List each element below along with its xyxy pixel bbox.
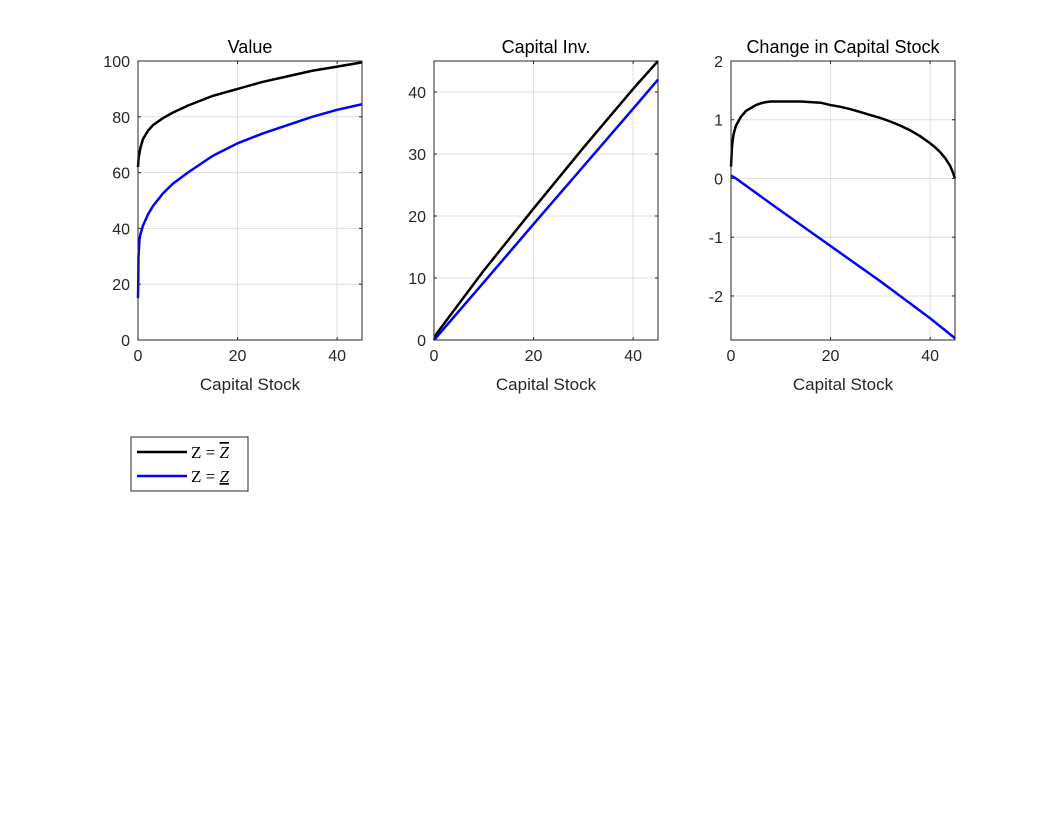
y-tick-label: 2 bbox=[714, 54, 723, 71]
y-tick-label: 1 bbox=[714, 113, 723, 130]
x-tick-label: 40 bbox=[624, 348, 642, 365]
y-tick-label: 0 bbox=[417, 333, 426, 350]
legend-label-high: Z = Z bbox=[191, 443, 229, 462]
subplot-title: Change in Capital Stock bbox=[746, 37, 940, 57]
y-tick-label: -2 bbox=[709, 289, 723, 306]
axes-box bbox=[137, 60, 363, 341]
y-tick-label: 40 bbox=[408, 85, 426, 102]
axes-box bbox=[730, 60, 956, 341]
subplot-2: 0 20 40 0 10 20 30 40 Capital Inv. Capital Stock bbox=[408, 37, 659, 394]
y-tick-label: 0 bbox=[121, 333, 130, 350]
y-tick-label: 60 bbox=[112, 166, 130, 183]
y-tick-label: 80 bbox=[112, 110, 130, 127]
y-tick-label: 10 bbox=[408, 271, 426, 288]
x-tick-label: 20 bbox=[525, 348, 543, 365]
series-line-high bbox=[432, 60, 659, 341]
x-tick-label: 20 bbox=[229, 348, 247, 365]
x-axis-label: Capital Stock bbox=[496, 375, 597, 394]
y-tick-label: -1 bbox=[709, 230, 723, 247]
y-tick-label: 20 bbox=[408, 209, 426, 226]
series-line-low bbox=[136, 103, 363, 299]
series-line-low bbox=[730, 174, 956, 340]
series-line-high bbox=[729, 100, 957, 179]
axes-box bbox=[433, 60, 659, 341]
y-tick-label: 30 bbox=[408, 147, 426, 164]
subplot-3: 0 20 40 -2 -1 0 1 2 Change in Capital Stock Capit… bbox=[709, 37, 957, 394]
series-line-low bbox=[433, 78, 659, 341]
y-tick-label: 0 bbox=[714, 171, 723, 188]
y-tick-label: 40 bbox=[112, 221, 130, 238]
subplot-title: Value bbox=[228, 37, 273, 57]
x-tick-label: 40 bbox=[921, 348, 939, 365]
x-axis-label: Capital Stock bbox=[793, 375, 894, 394]
subplot-1: 0 20 40 0 20 40 60 80 100 Value Capital Stock bbox=[103, 37, 363, 394]
legend: Z = Z Z = Z bbox=[130, 436, 249, 492]
subplot-title: Capital Inv. bbox=[502, 37, 591, 57]
x-tick-label: 20 bbox=[822, 348, 840, 365]
plot-area bbox=[138, 61, 362, 340]
legend-label-low: Z = Z bbox=[191, 467, 229, 486]
x-tick-label: 0 bbox=[727, 348, 736, 365]
y-tick-label: 20 bbox=[112, 277, 130, 294]
x-axis-label: Capital Stock bbox=[200, 375, 301, 394]
legend-box bbox=[130, 436, 249, 492]
plot-area bbox=[434, 61, 658, 340]
legend-symbol-high: Z bbox=[219, 443, 229, 462]
series-line-high bbox=[136, 61, 363, 168]
legend-symbol-low: Z bbox=[219, 467, 229, 486]
x-tick-label: 0 bbox=[134, 348, 143, 365]
x-tick-label: 40 bbox=[328, 348, 346, 365]
x-tick-label: 0 bbox=[430, 348, 439, 365]
y-tick-label: 100 bbox=[103, 54, 130, 71]
